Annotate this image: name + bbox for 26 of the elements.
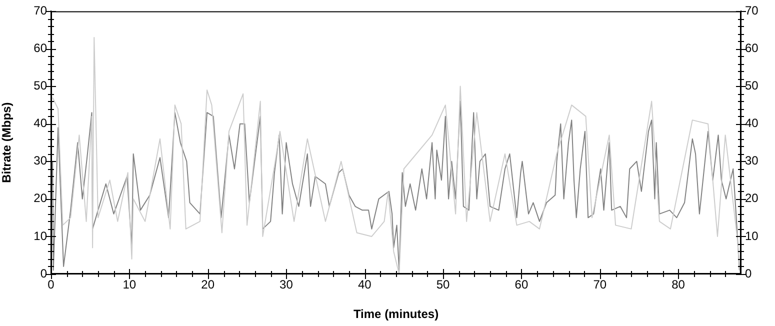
- y2-tick-label: 40: [745, 116, 759, 130]
- y2-tick-label: 10: [745, 228, 759, 243]
- y2-tick-label: 50: [745, 78, 759, 93]
- y-tick-label: 50: [34, 78, 48, 93]
- y-axis-title: Bitrate (Mbps): [0, 102, 14, 183]
- x-tick-label: 40: [358, 278, 372, 292]
- y2-tick-label: 30: [745, 154, 759, 168]
- y-tick-label: 20: [34, 191, 48, 206]
- y-tick-label: 70: [34, 4, 48, 18]
- y-tick-label: 30: [34, 154, 48, 168]
- x-tick-label: 10: [122, 278, 136, 292]
- x-tick-label: 50: [436, 278, 450, 292]
- x-axis-title: Time (minutes): [353, 307, 439, 322]
- y2-tick-label: 0: [745, 266, 752, 280]
- y2-tick-label: 60: [745, 41, 759, 56]
- x-tick-label: 80: [672, 278, 686, 292]
- x-tick-label: 60: [514, 278, 528, 292]
- y-tick-label: 0: [40, 266, 48, 280]
- y2-tick-label: 70: [745, 4, 759, 18]
- x-tick-label: 70: [593, 278, 607, 292]
- y-tick-label: 10: [34, 228, 48, 243]
- x-tick-label: 30: [280, 278, 294, 292]
- x-tick-label: 20: [201, 278, 215, 292]
- y-tick-label: 60: [34, 41, 48, 56]
- y2-tick-label: 20: [745, 191, 759, 206]
- y-tick-label: 40: [34, 116, 48, 130]
